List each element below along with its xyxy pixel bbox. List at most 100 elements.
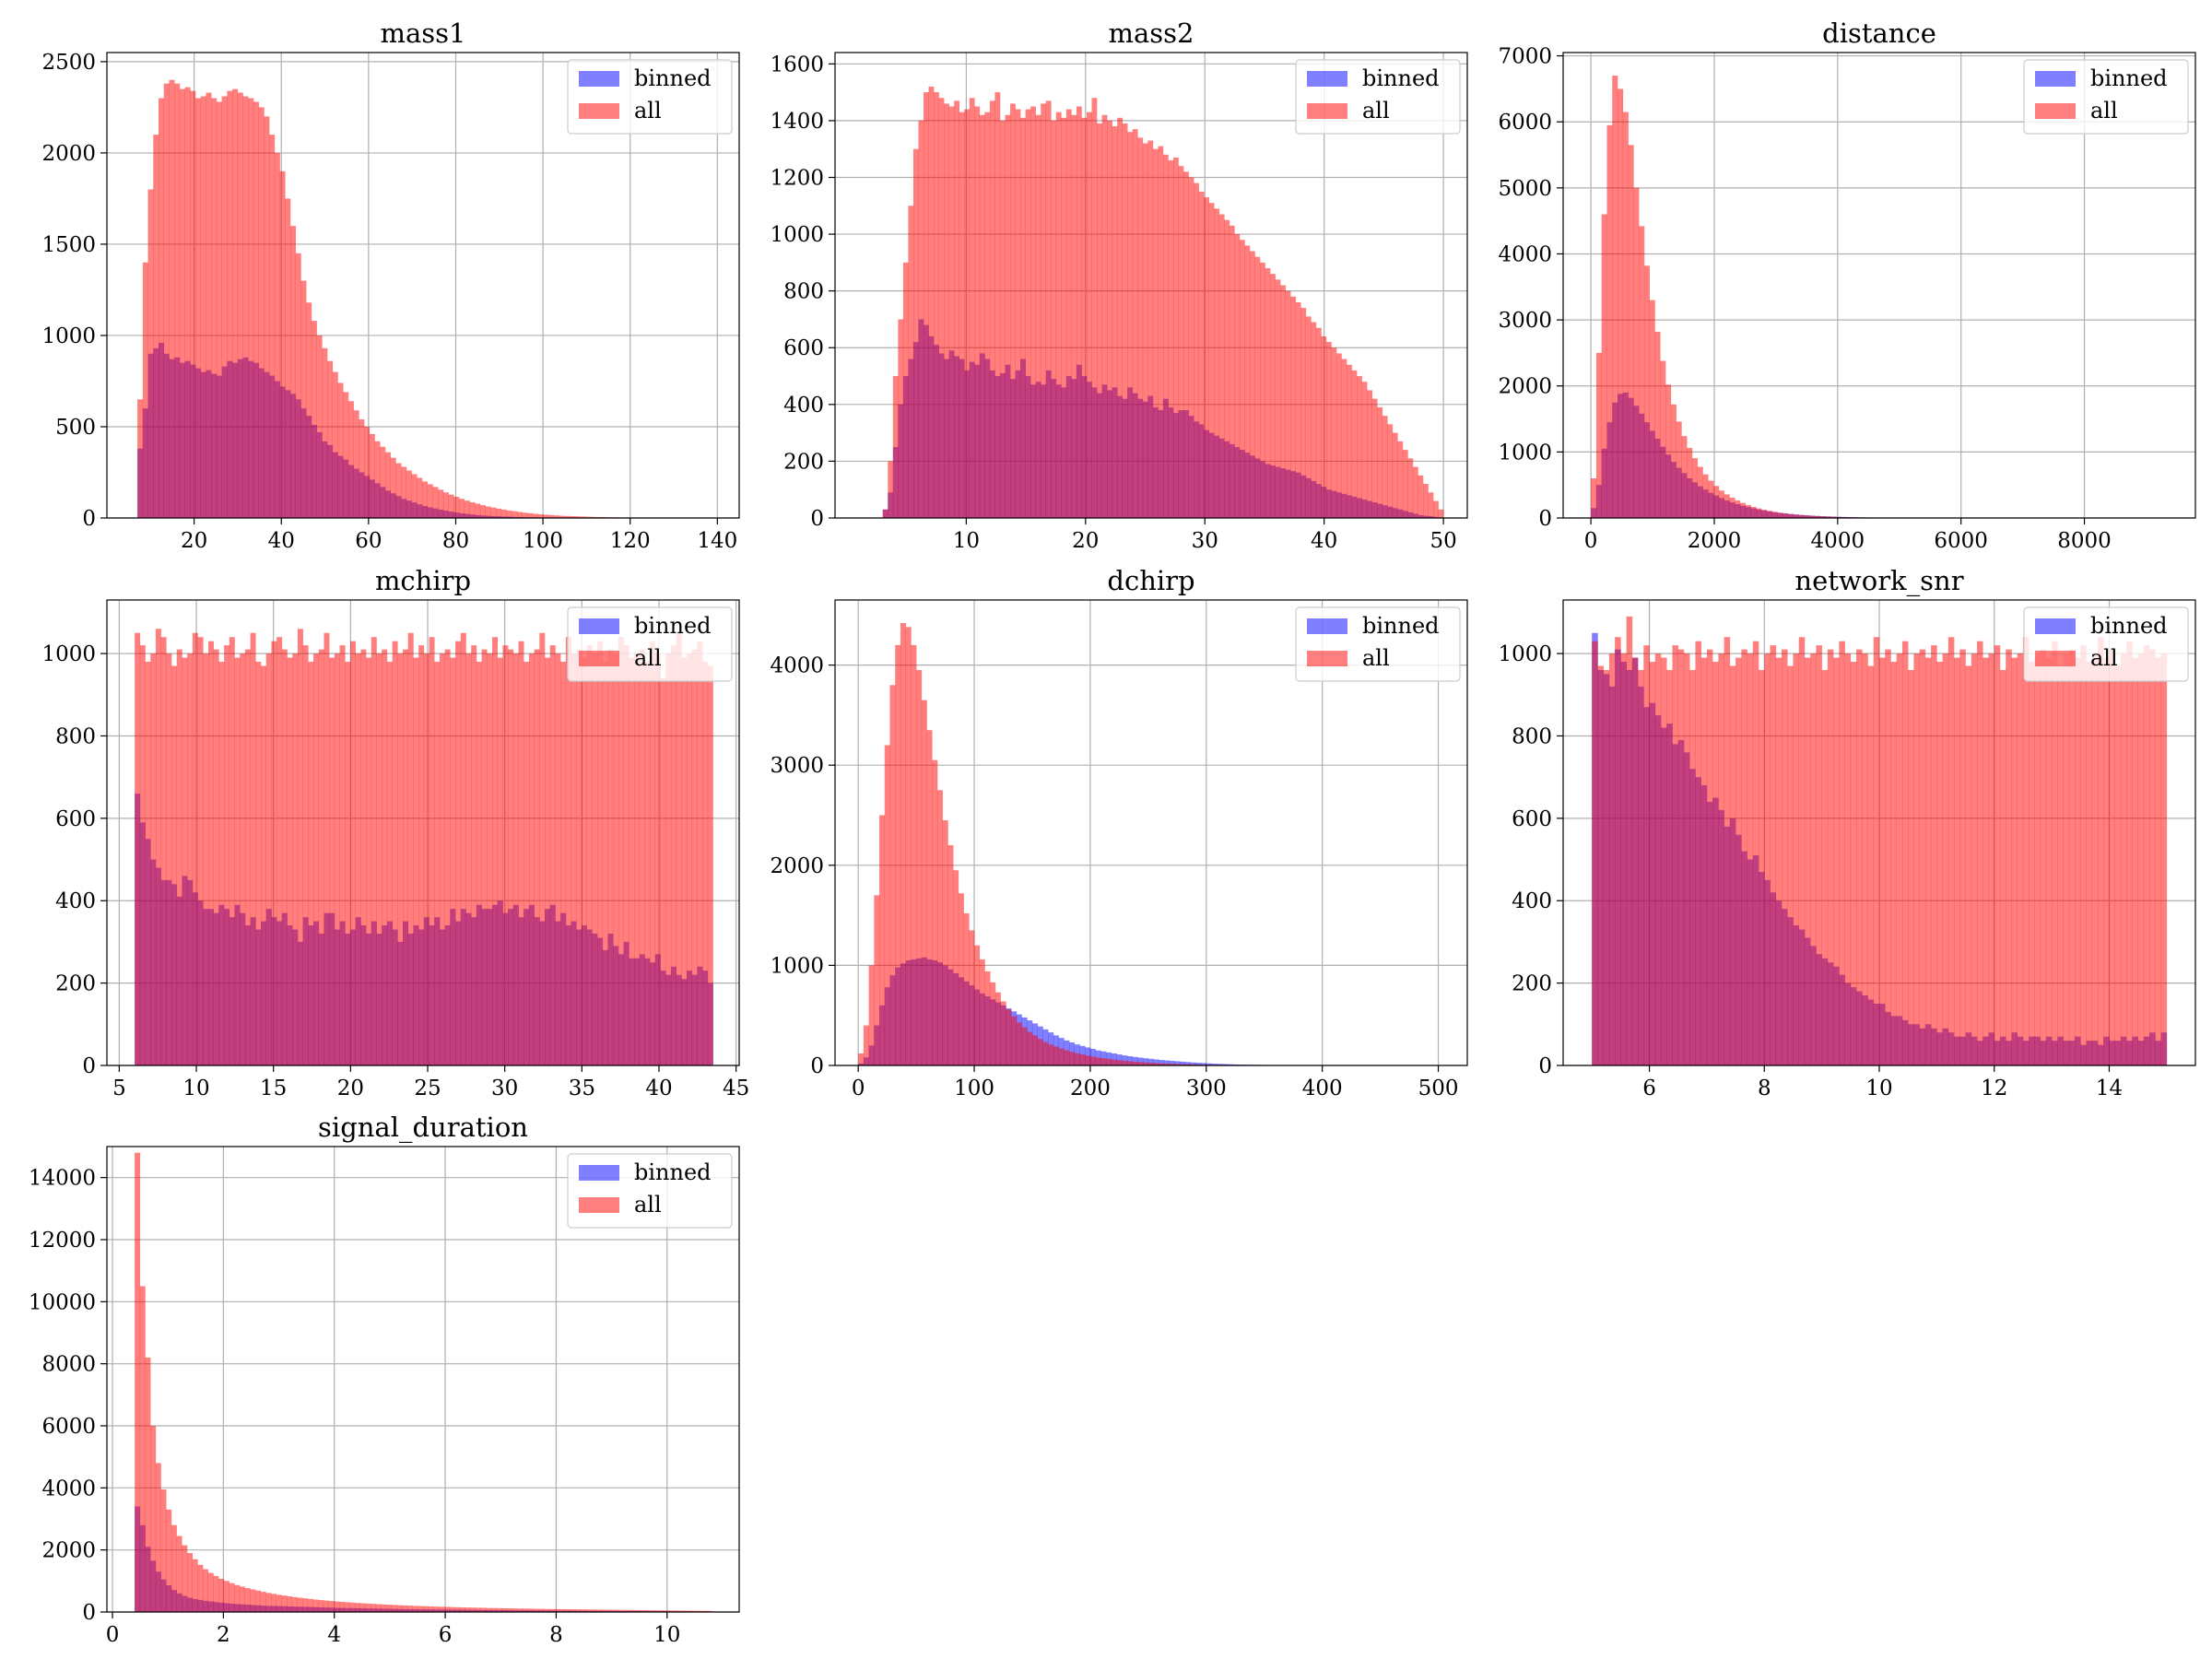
bar-all [195,98,202,519]
bar-all [1798,637,1806,1065]
bar-all [375,1604,382,1612]
bar-all [1295,301,1301,518]
bar-all [1622,112,1629,519]
legend-label-binned: binned [634,65,712,91]
bar-all [496,1607,502,1612]
bar-all [627,1609,633,1612]
bar-all [311,321,317,518]
bar-all [585,516,592,518]
bar-all [1234,234,1241,518]
x-tick-label: 6 [439,1623,453,1647]
y-tick-label: 1000 [41,642,96,666]
bar-all [1777,512,1783,518]
x-tick-label: 10 [653,1623,680,1647]
bar-all [979,959,985,1065]
x-tick-label: 20 [181,529,207,553]
bar-all [687,653,693,1065]
y-tick-label: 4000 [41,1477,96,1500]
bar-all [533,513,539,518]
y-tick-label: 400 [55,889,96,913]
bar-all [171,665,178,1065]
legend-swatch-binned [2035,618,2076,634]
bar-all [487,653,493,1065]
bar-all [597,641,604,1065]
bar-all [1873,637,1880,1065]
bar-all [2160,653,2168,1065]
bar-all [1661,657,1667,1065]
x-tick-label: 40 [645,1077,672,1100]
bar-all [555,653,561,1065]
bar-all [287,657,293,1065]
legend-label-binned: binned [1362,613,1440,639]
bar-all [279,171,286,518]
bar-all [444,649,451,1065]
bar-all [1681,436,1688,518]
legend: binned all [2023,606,2189,682]
bar-all [1361,382,1368,518]
bar-all [137,399,144,518]
bar-all [318,649,324,1065]
bar-all [171,1524,177,1612]
bar-all [139,1286,146,1612]
bar-all [934,92,939,519]
bar-all [564,515,571,518]
bar-all [153,135,159,518]
bar-all [889,685,896,1065]
bar-all [203,1569,209,1612]
bar-all [1089,1056,1096,1065]
bar-all [1781,649,1788,1065]
bar-all [1061,117,1067,518]
bar-all [155,629,161,1065]
bar-all [1856,649,1863,1065]
bar-all [1100,1058,1107,1065]
bar-all [938,98,945,518]
bar-all [1214,208,1220,519]
y-tick-label: 14000 [29,1167,96,1191]
bar-all [524,662,530,1065]
bar-all [413,657,419,1065]
bar-all [453,497,460,518]
legend-label-all: all [634,645,662,671]
bar-all [1229,225,1235,518]
bar-all [234,657,241,1065]
bar-all [1142,143,1148,518]
bar-all [1825,516,1831,518]
bar-all [1097,123,1102,519]
bar-all [1106,1058,1112,1065]
bar-all [1756,508,1762,518]
bar-all [306,302,312,518]
y-tick-label: 1000 [770,223,824,247]
bar-all [1764,653,1771,1065]
legend-label-all: all [2090,98,2118,124]
bar-all [602,662,608,1065]
bar-all [984,112,991,518]
bar-all [1164,1063,1171,1065]
bar-all [2045,657,2053,1065]
legend: binned all [567,606,733,682]
y-tick-label: 7000 [1498,45,1552,69]
bar-all [428,1606,434,1612]
bar-all [1428,492,1434,518]
bar-all [1095,1057,1101,1065]
bar-all [1042,1041,1049,1065]
y-tick-label: 1000 [1498,642,1552,666]
x-tick-label: 6 [1642,1077,1656,1100]
legend-label-binned: binned [634,613,712,639]
bar-all [911,644,917,1065]
bar-all [517,1608,524,1612]
x-tick-label: 30 [1192,529,1218,553]
bar-all [1331,347,1337,518]
bar-all [360,649,367,1065]
bar-all [349,641,356,1065]
bar-all [1031,1035,1039,1065]
bar-all [527,1608,534,1612]
bar-binned [1116,1054,1123,1065]
bar-all [611,1609,618,1612]
bar-all [218,1578,225,1612]
bar-all [338,1601,345,1612]
bar-all [211,98,218,519]
bar-all [2052,641,2058,1065]
subplot-network_snr: 6 8 10 12 14 0 200 400 600 800 1000 network_snrbinn… [1498,565,2196,1100]
bar-all [1280,285,1286,518]
bar-all [1739,502,1747,518]
